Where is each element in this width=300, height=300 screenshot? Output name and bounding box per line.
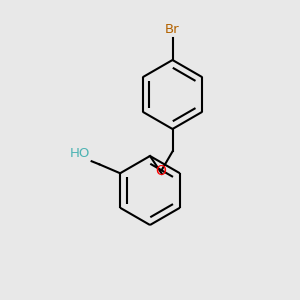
Text: O: O <box>155 164 166 178</box>
Text: Br: Br <box>165 23 180 36</box>
Text: HO: HO <box>70 147 90 160</box>
